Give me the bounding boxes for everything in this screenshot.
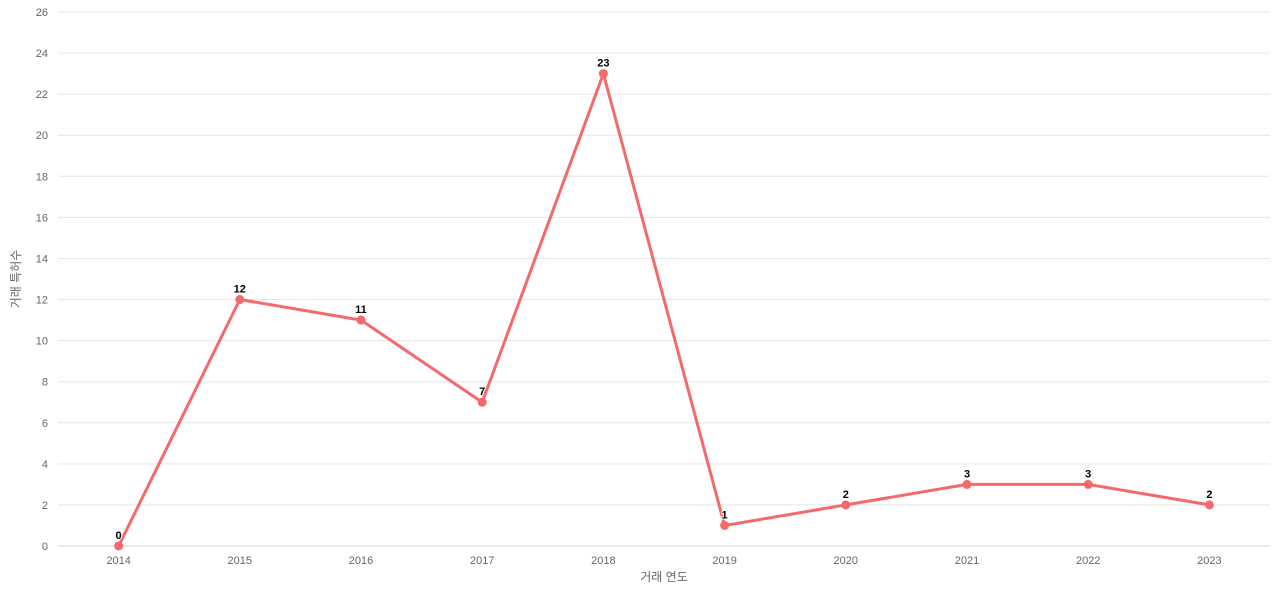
y-tick-label: 18	[36, 171, 48, 183]
y-tick-label: 22	[36, 89, 48, 101]
data-point-label: 3	[964, 468, 970, 480]
y-tick-label: 6	[42, 418, 48, 430]
y-tick-label: 20	[36, 130, 48, 142]
y-axis-title: 거래 특허수	[9, 250, 23, 309]
y-tick-label: 10	[36, 336, 48, 348]
data-point[interactable]	[841, 500, 851, 510]
y-tick-label: 8	[42, 377, 48, 389]
y-tick-label: 16	[36, 212, 48, 224]
data-point[interactable]	[1204, 500, 1214, 510]
x-axis-title: 거래 연도	[640, 570, 688, 584]
x-tick-label: 2014	[106, 555, 130, 567]
data-point[interactable]	[477, 397, 487, 407]
data-point-label: 12	[234, 284, 246, 296]
data-point-label: 2	[1206, 489, 1212, 501]
data-point-label: 2	[843, 489, 849, 501]
data-point[interactable]	[962, 479, 972, 489]
series-group	[114, 69, 1214, 551]
y-tick-label: 24	[36, 48, 48, 60]
gridlines	[58, 11, 1270, 547]
x-tick-label: 2017	[470, 555, 494, 567]
data-point[interactable]	[356, 315, 366, 325]
data-point-label: 0	[116, 530, 122, 542]
y-tick-label: 4	[42, 459, 48, 471]
data-point[interactable]	[598, 69, 608, 79]
y-tick-label: 12	[36, 295, 48, 307]
x-tick-label: 2020	[834, 555, 858, 567]
data-point-label: 11	[355, 304, 367, 316]
x-tick-label: 2021	[955, 555, 979, 567]
data-point-label: 23	[597, 58, 609, 70]
data-point-label: 1	[722, 509, 728, 521]
x-tick-label: 2018	[591, 555, 615, 567]
data-point[interactable]	[1083, 479, 1093, 489]
data-point-label: 7	[479, 386, 485, 398]
data-point[interactable]	[720, 520, 730, 530]
series-line	[117, 72, 1211, 548]
data-point[interactable]	[235, 295, 245, 305]
x-tick-label: 2023	[1197, 555, 1221, 567]
y-tick-label: 0	[42, 541, 48, 553]
x-tick-label: 2019	[712, 555, 736, 567]
x-tick-label: 2022	[1076, 555, 1100, 567]
x-axis-tick-labels: 2014 2015 2016 2017 2018 2019 2020 2021 2022 2023	[106, 555, 1221, 567]
x-tick-label: 2016	[349, 555, 373, 567]
y-tick-label: 2	[42, 500, 48, 512]
y-tick-label: 26	[36, 7, 48, 19]
y-tick-label: 14	[36, 253, 48, 265]
data-point-label: 3	[1085, 468, 1091, 480]
data-point[interactable]	[114, 541, 124, 551]
x-tick-label: 2015	[228, 555, 252, 567]
